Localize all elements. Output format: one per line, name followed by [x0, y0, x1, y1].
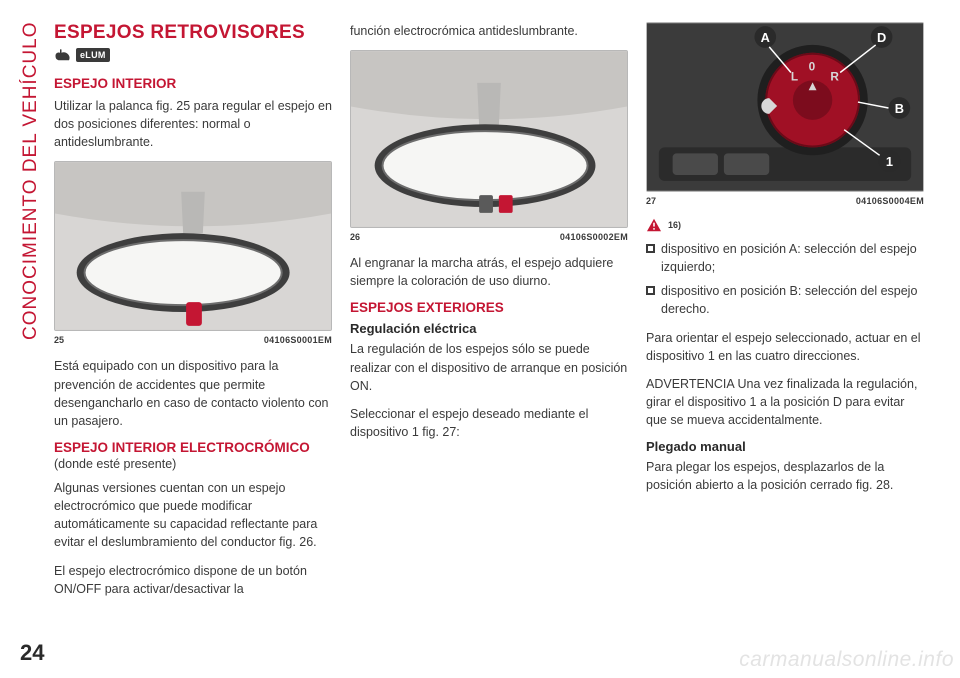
svg-text:D: D: [877, 30, 886, 45]
svg-text:L: L: [791, 69, 798, 83]
heading-plegado: Plegado manual: [646, 439, 924, 454]
figure-27-illustration: L 0 R A D B 1: [647, 23, 923, 191]
content-columns: ESPEJOS RETROVISORES eLUM ESPEJO INTERIO…: [54, 22, 924, 632]
figure-25: [54, 161, 332, 331]
para-electro-2: El espejo electrocrómico dispone de un b…: [54, 562, 332, 598]
para-plegado: Para plegar los espejos, desplazarlos de…: [646, 458, 924, 494]
page-number: 24: [20, 640, 44, 666]
heading-electrocromico: ESPEJO INTERIOR ELECTROCRÓMICO: [54, 440, 332, 455]
para-reverse: Al engranar la marcha atrás, el espejo a…: [350, 254, 628, 290]
column-3: L 0 R A D B 1 27 04106S0004EM: [646, 22, 924, 632]
figure-26-illustration: [351, 51, 627, 227]
svg-text:1: 1: [886, 154, 893, 169]
para-interior-use: Utilizar la palanca fig. 25 para regular…: [54, 97, 332, 151]
figure-26-number: 26: [350, 232, 360, 242]
para-funcion-cont: función electrocrómica antideslumbrante.: [350, 22, 628, 40]
square-bullet-icon: [646, 286, 655, 295]
para-orient: Para orientar el espejo seleccionado, ac…: [646, 329, 924, 365]
bullet-b: dispositivo en posición B: selección del…: [646, 282, 924, 318]
svg-text:A: A: [761, 30, 770, 45]
hand-pointer-icon: [54, 48, 72, 62]
figure-25-caption: 25 04106S0001EM: [54, 335, 332, 345]
bullet-b-text: dispositivo en posición B: selección del…: [661, 282, 924, 318]
bullet-a-text: dispositivo en posición A: selección del…: [661, 240, 924, 276]
figure-25-number: 25: [54, 335, 64, 345]
figure-26-code: 04106S0002EM: [560, 232, 628, 242]
heading-espejos-exteriores: ESPEJOS EXTERIORES: [350, 300, 628, 315]
svg-text:0: 0: [809, 60, 816, 74]
manual-page: CONOCIMIENTO DEL VEHÍCULO ESPEJOS RETROV…: [0, 0, 960, 678]
para-equipado: Está equipado con un dispositivo para la…: [54, 357, 332, 430]
figure-27-number: 27: [646, 196, 656, 206]
warning-ref-number: 16): [668, 220, 681, 230]
column-1: ESPEJOS RETROVISORES eLUM ESPEJO INTERIO…: [54, 22, 332, 632]
figure-26-caption: 26 04106S0002EM: [350, 232, 628, 242]
para-reg-2: Seleccionar el espejo deseado mediante e…: [350, 405, 628, 441]
figure-26: [350, 50, 628, 228]
para-electro-1: Algunas versiones cuentan con un espejo …: [54, 479, 332, 552]
warning-triangle-icon: [646, 218, 662, 232]
elum-row: eLUM: [54, 48, 332, 62]
figure-25-illustration: [55, 162, 331, 330]
watermark: carmanualsonline.info: [739, 648, 954, 672]
section-sidebar-label: CONOCIMIENTO DEL VEHÍCULO: [20, 22, 42, 341]
para-where-present: (donde esté presente): [54, 455, 332, 473]
svg-text:B: B: [895, 101, 904, 116]
square-bullet-icon: [646, 244, 655, 253]
title-espejos: ESPEJOS RETROVISORES: [54, 22, 332, 44]
heading-espejo-interior: ESPEJO INTERIOR: [54, 76, 332, 91]
elum-badge: eLUM: [76, 48, 110, 62]
figure-25-code: 04106S0001EM: [264, 335, 332, 345]
figure-27-caption: 27 04106S0004EM: [646, 196, 924, 206]
column-2: función electrocrómica antideslumbrante.…: [350, 22, 628, 632]
heading-regulacion: Regulación eléctrica: [350, 321, 628, 336]
svg-text:R: R: [830, 69, 839, 83]
warning-ref-row: 16): [646, 218, 924, 232]
figure-27: L 0 R A D B 1: [646, 22, 924, 192]
para-advertencia: ADVERTENCIA Una vez finalizada la regula…: [646, 375, 924, 429]
para-reg-1: La regulación de los espejos sólo se pue…: [350, 340, 628, 394]
figure-27-code: 04106S0004EM: [856, 196, 924, 206]
bullet-a: dispositivo en posición A: selección del…: [646, 240, 924, 276]
